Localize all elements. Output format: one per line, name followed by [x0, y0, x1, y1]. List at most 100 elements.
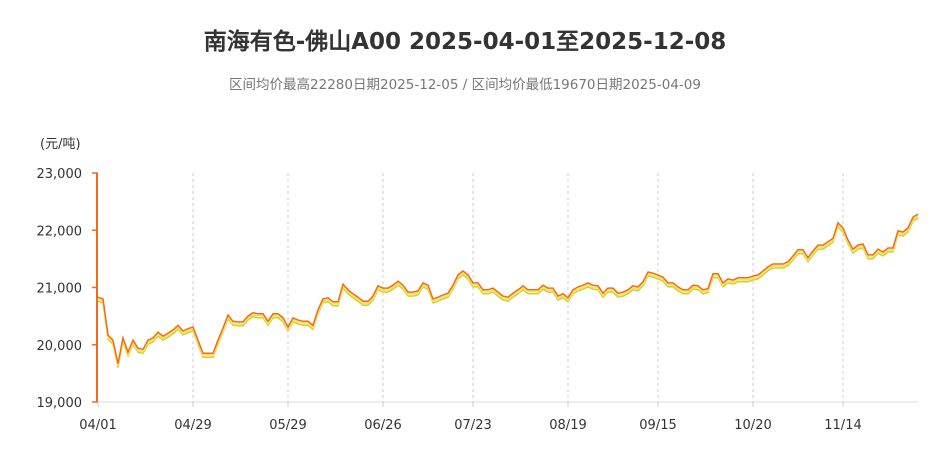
- data-point: [841, 225, 846, 230]
- data-point: [646, 270, 651, 275]
- data-point: [181, 329, 186, 334]
- data-point: [761, 268, 766, 273]
- data-point: [666, 280, 671, 285]
- data-point: [116, 361, 121, 366]
- y-tick-label: 20,000: [37, 339, 83, 354]
- data-point: [316, 307, 321, 312]
- data-point: [416, 288, 421, 293]
- data-point: [746, 275, 751, 280]
- data-point: [246, 314, 251, 319]
- data-point: [911, 215, 916, 220]
- data-point: [641, 279, 646, 284]
- data-point: [471, 280, 476, 285]
- data-point: [656, 272, 661, 277]
- data-point: [721, 280, 726, 285]
- data-point: [361, 299, 366, 304]
- data-point: [381, 286, 386, 291]
- data-point: [266, 319, 271, 324]
- y-tick-label: 23,000: [37, 167, 83, 182]
- data-point: [336, 299, 341, 304]
- data-point: [446, 291, 451, 296]
- chart-subtitle: 区间均价最高22280日期2025-12-05 / 区间均价最低19670日期2…: [229, 77, 701, 93]
- data-point: [451, 283, 456, 288]
- data-point: [661, 275, 666, 280]
- data-point: [506, 295, 511, 300]
- data-point: [401, 283, 406, 288]
- data-point: [286, 325, 291, 330]
- data-point: [766, 264, 771, 269]
- data-point: [206, 351, 211, 356]
- data-point: [111, 338, 116, 343]
- data-point: [131, 338, 136, 343]
- data-point: [686, 287, 691, 292]
- data-point: [876, 247, 881, 252]
- x-tick-label: 08/19: [549, 418, 586, 433]
- data-point: [891, 245, 896, 250]
- data-point: [296, 318, 301, 323]
- data-point: [386, 286, 391, 291]
- data-point: [586, 280, 591, 285]
- data-point: [396, 279, 401, 284]
- data-point: [436, 295, 441, 300]
- data-point: [726, 276, 731, 281]
- data-point: [306, 319, 311, 324]
- data-point: [356, 295, 361, 300]
- data-point: [281, 315, 286, 320]
- data-point: [856, 243, 861, 248]
- y-tick-label: 22,000: [37, 224, 83, 239]
- x-tick-label: 05/29: [269, 418, 306, 433]
- data-point: [616, 291, 621, 296]
- data-point: [156, 330, 161, 335]
- data-point: [596, 283, 601, 288]
- data-point: [191, 325, 196, 330]
- data-point: [271, 311, 276, 316]
- y-tick-label: 19,000: [37, 396, 83, 411]
- data-point: [826, 239, 831, 244]
- data-point: [166, 331, 171, 336]
- data-point: [346, 287, 351, 292]
- data-point: [581, 283, 586, 288]
- data-point: [291, 315, 296, 320]
- data-point: [431, 296, 436, 301]
- data-point: [411, 290, 416, 295]
- data-point: [101, 296, 106, 301]
- data-point: [216, 338, 221, 343]
- data-point: [871, 252, 876, 257]
- data-point: [501, 294, 506, 299]
- data-point: [886, 245, 891, 250]
- data-point: [551, 286, 556, 291]
- data-point: [481, 287, 486, 292]
- series-line-glow: [97, 215, 919, 366]
- data-point: [771, 262, 776, 267]
- data-point: [456, 272, 461, 277]
- data-point: [146, 338, 151, 343]
- data-point: [606, 286, 611, 291]
- x-tick-label: 06/26: [364, 418, 401, 433]
- data-point: [731, 278, 736, 283]
- data-point: [541, 283, 546, 288]
- data-point: [791, 254, 796, 259]
- data-point: [321, 296, 326, 301]
- data-point: [221, 326, 226, 331]
- data-point: [251, 310, 256, 315]
- data-point: [776, 262, 781, 267]
- x-tick-label: 04/29: [174, 418, 211, 433]
- data-point: [701, 287, 706, 292]
- data-point: [106, 333, 111, 338]
- data-point: [196, 338, 201, 343]
- data-point: [406, 290, 411, 295]
- data-point: [601, 291, 606, 296]
- data-point: [96, 295, 101, 300]
- data-point: [811, 248, 816, 253]
- data-point: [696, 283, 701, 288]
- data-point: [261, 311, 266, 316]
- data-point: [781, 262, 786, 267]
- data-point: [851, 247, 856, 252]
- data-point: [311, 323, 316, 328]
- data-point: [511, 291, 516, 296]
- data-point: [786, 259, 791, 264]
- data-point: [546, 286, 551, 291]
- data-point: [621, 290, 626, 295]
- series-line-shadow: [97, 217, 919, 368]
